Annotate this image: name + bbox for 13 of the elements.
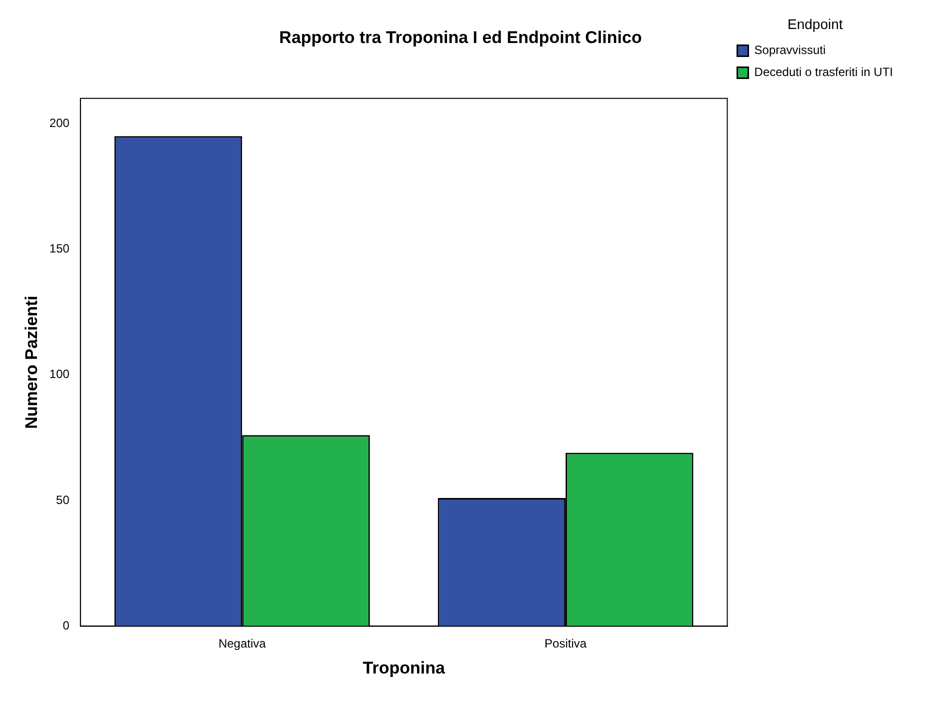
legend-label: Deceduti o trasferiti in UTI bbox=[754, 65, 894, 80]
x-tick-label: Positiva bbox=[544, 636, 587, 651]
x-axis-title: Troponina bbox=[362, 658, 446, 678]
legend-label: Sopravvissuti bbox=[754, 43, 826, 58]
chart-title: Rapporto tra Troponina I ed Endpoint Clinico bbox=[279, 28, 642, 47]
y-tick-label: 50 bbox=[56, 492, 70, 507]
x-tick-label: Negativa bbox=[218, 636, 266, 651]
y-tick-label: 150 bbox=[49, 242, 70, 256]
y-tick-label: 0 bbox=[62, 618, 70, 633]
legend-title: Endpoint bbox=[788, 16, 843, 32]
y-tick-label: 200 bbox=[49, 116, 70, 130]
y-tick-label: 100 bbox=[49, 367, 70, 382]
y-axis-title: Numero Pazienti bbox=[22, 296, 41, 429]
